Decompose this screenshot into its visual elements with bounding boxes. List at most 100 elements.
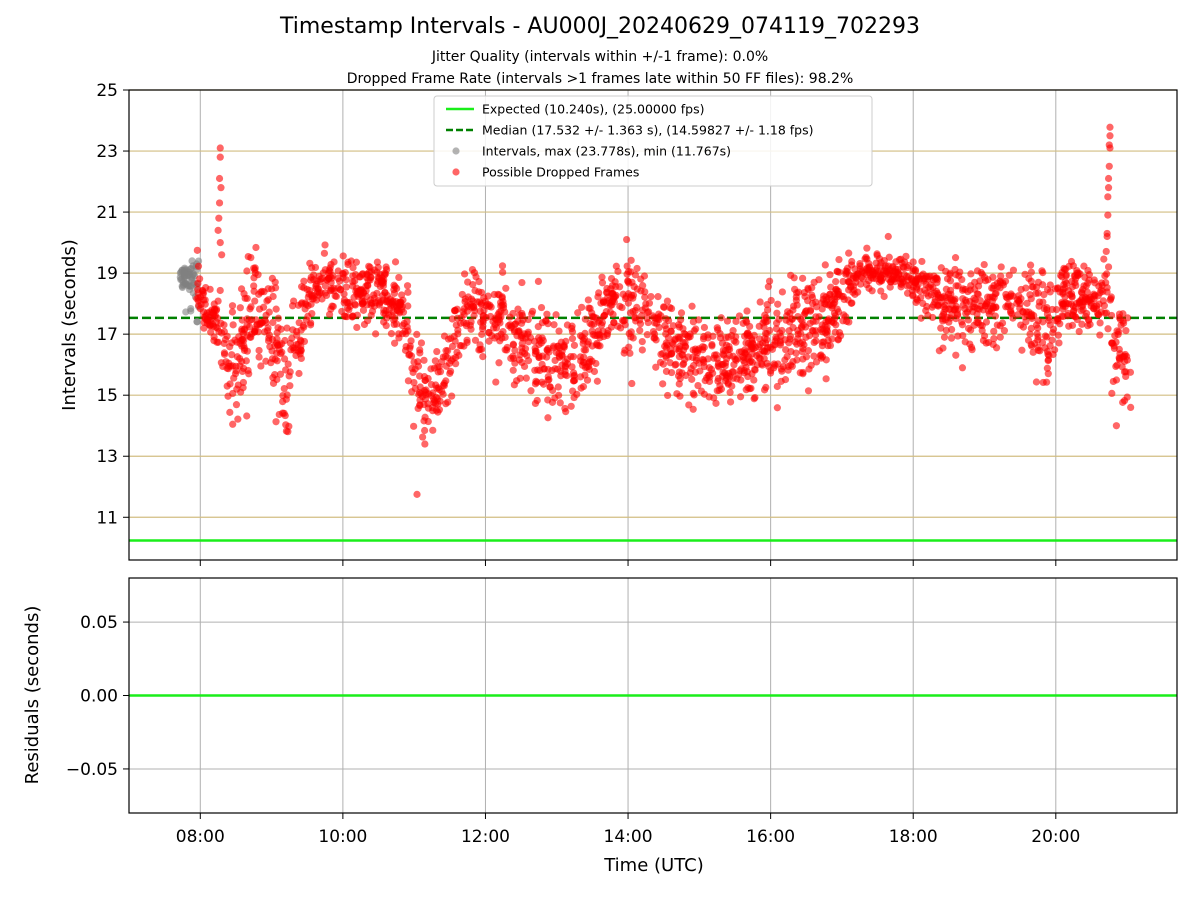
dropped-frame-point xyxy=(664,334,672,342)
dropped-frame-point xyxy=(800,310,808,319)
dropped-frame-point xyxy=(448,392,456,400)
dropped-frame-point xyxy=(216,286,224,295)
dropped-frame-point xyxy=(763,329,771,338)
dropped-frame-point xyxy=(581,371,589,379)
dropped-frame-point xyxy=(322,291,331,300)
dropped-frame-point xyxy=(1009,266,1018,274)
dropped-frame-point xyxy=(608,297,617,305)
dropped-frame-point xyxy=(281,411,289,420)
dropped-frame-point xyxy=(628,379,636,388)
dropped-frame-point xyxy=(421,440,429,448)
x-tick-label: 12:00 xyxy=(461,827,510,847)
dropped-frame-point xyxy=(705,364,713,372)
dropped-frame-point xyxy=(240,342,248,350)
dropped-frame-point xyxy=(217,184,225,192)
dropped-frame-point xyxy=(948,310,956,319)
dropped-frame-point xyxy=(1104,174,1113,183)
dropped-frame-point xyxy=(724,346,732,354)
dropped-frame-point xyxy=(414,358,422,366)
dropped-frame-point xyxy=(552,311,560,319)
dropped-frame-point xyxy=(410,422,418,430)
dropped-frame-point xyxy=(247,253,255,262)
dropped-frame-point xyxy=(1078,303,1086,311)
dropped-frame-point xyxy=(712,399,720,407)
dropped-frame-point xyxy=(676,375,684,383)
dropped-frame-point xyxy=(274,314,283,322)
dropped-frame-point xyxy=(229,321,237,329)
dropped-frame-point xyxy=(924,273,932,281)
dropped-frame-point xyxy=(652,363,660,371)
dropped-frame-point xyxy=(367,311,375,319)
dropped-frame-point xyxy=(367,301,375,309)
dropped-frame-point xyxy=(832,321,840,329)
dropped-frame-point xyxy=(713,324,721,332)
dropped-frame-point xyxy=(742,339,750,347)
dropped-frame-point xyxy=(633,303,641,312)
dropped-frame-point xyxy=(492,378,500,386)
dropped-frame-point xyxy=(621,321,629,329)
dropped-frame-point xyxy=(491,321,499,329)
dropped-frame-point xyxy=(236,354,244,363)
dropped-frame-point xyxy=(424,417,432,426)
dropped-frame-point xyxy=(827,283,835,291)
dropped-frame-point xyxy=(740,369,748,377)
dropped-frame-point xyxy=(413,330,421,339)
dropped-frame-point xyxy=(656,358,665,366)
dropped-frame-point xyxy=(420,356,428,364)
dropped-frame-point xyxy=(273,357,281,365)
dropped-frame-point xyxy=(777,365,786,373)
dropped-frame-point xyxy=(1094,311,1103,319)
dropped-frame-point xyxy=(283,324,291,332)
dropped-frame-point xyxy=(917,293,925,302)
dropped-frame-point xyxy=(436,368,445,376)
dropped-frame-point xyxy=(961,296,970,304)
dropped-frame-point xyxy=(666,359,674,367)
dropped-frame-point xyxy=(251,297,259,305)
dropped-frame-point xyxy=(424,400,432,408)
dropped-frame-point xyxy=(641,293,649,301)
dropped-frame-point xyxy=(664,391,672,400)
dropped-frame-point xyxy=(991,290,999,298)
dropped-frame-point xyxy=(373,258,381,266)
dropped-frame-point xyxy=(407,337,415,345)
dropped-frame-point xyxy=(775,315,783,323)
dropped-frame-point xyxy=(765,277,774,285)
dropped-frame-point xyxy=(842,317,851,325)
dropped-frame-point xyxy=(429,426,437,434)
y-tick-label: 17 xyxy=(96,325,118,345)
dropped-frame-point xyxy=(773,404,781,412)
dropped-frame-point xyxy=(1116,315,1125,324)
dropped-frame-point xyxy=(307,319,315,327)
dropped-frame-point xyxy=(293,327,301,336)
dropped-frame-point xyxy=(629,294,637,302)
x-tick-label: 20:00 xyxy=(1031,827,1080,847)
dropped-frame-point xyxy=(246,305,254,313)
dropped-frame-point xyxy=(441,352,450,360)
dropped-frame-point xyxy=(980,260,988,269)
dropped-frame-point xyxy=(535,353,543,361)
dropped-frame-point xyxy=(1054,331,1062,339)
dropped-frame-point xyxy=(657,350,665,358)
dropped-frame-point xyxy=(756,298,764,306)
x-tick-label: 10:00 xyxy=(318,827,367,847)
dropped-frame-point xyxy=(721,369,729,377)
dropped-frame-point xyxy=(636,326,644,335)
dropped-frame-point xyxy=(538,334,546,342)
dropped-frame-point xyxy=(984,307,993,315)
dropped-frame-point xyxy=(1112,376,1121,384)
dropped-frame-point xyxy=(391,258,400,266)
dropped-frame-point xyxy=(460,342,468,350)
dropped-frame-point xyxy=(863,244,871,252)
dropped-frame-point xyxy=(598,273,606,281)
dropped-frame-point xyxy=(344,260,352,269)
dropped-frame-point xyxy=(1122,368,1130,376)
dropped-frame-point xyxy=(784,362,792,371)
dropped-frame-point xyxy=(326,264,334,272)
dropped-frame-point xyxy=(869,268,877,277)
dropped-frame-point xyxy=(491,334,499,342)
dropped-frame-point xyxy=(550,321,558,329)
dropped-frame-point xyxy=(446,369,454,377)
dropped-frame-point xyxy=(250,282,258,290)
dropped-frame-point xyxy=(432,381,440,389)
dropped-frame-point xyxy=(433,347,441,356)
